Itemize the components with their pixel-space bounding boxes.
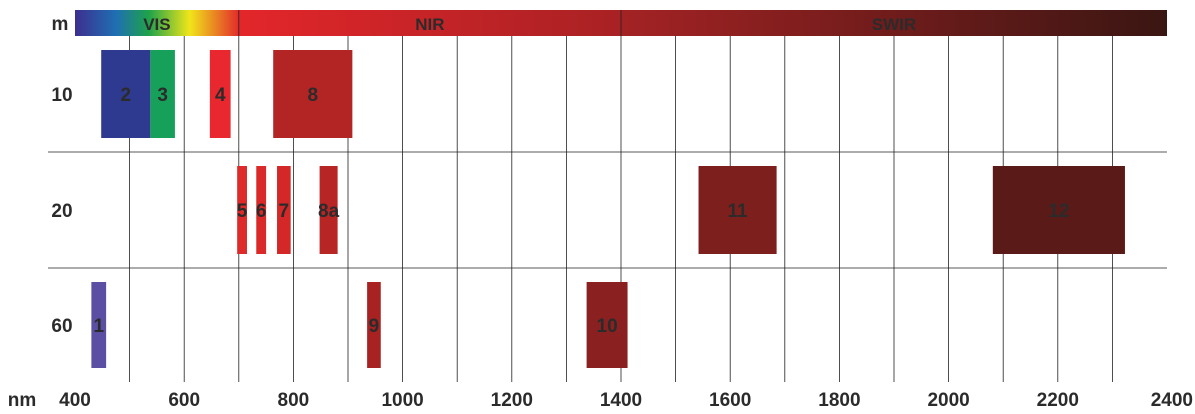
band-6-block bbox=[256, 166, 267, 254]
x-unit-label: nm bbox=[8, 390, 37, 411]
band-5-label: 5 bbox=[237, 201, 248, 222]
x-tick-label: 1400 bbox=[600, 390, 642, 411]
band-5-block bbox=[237, 166, 247, 254]
band-12-block bbox=[992, 166, 1125, 254]
y-tick-label: 20 bbox=[51, 201, 72, 222]
region-label-vis: VIS bbox=[143, 15, 170, 34]
band-11-label: 11 bbox=[728, 201, 749, 222]
band-8a-block bbox=[319, 166, 338, 254]
band-11-block bbox=[698, 166, 777, 254]
band-4-block bbox=[209, 50, 231, 138]
x-tick-label: 1200 bbox=[491, 390, 533, 411]
x-tick-label: 800 bbox=[278, 390, 310, 411]
x-tick-label: 2000 bbox=[927, 390, 969, 411]
band-10-label: 10 bbox=[597, 316, 618, 337]
band-3-label: 3 bbox=[157, 85, 168, 106]
x-tick-label: 400 bbox=[59, 390, 91, 411]
band-2-label: 2 bbox=[120, 85, 131, 106]
x-tick-label: 600 bbox=[168, 390, 200, 411]
band-4-label: 4 bbox=[215, 85, 226, 106]
y-tick-label: 60 bbox=[51, 316, 72, 337]
band-3-block bbox=[150, 50, 175, 138]
band-1-label: 1 bbox=[93, 316, 104, 337]
band-10-block bbox=[586, 282, 628, 368]
y-unit-label: m bbox=[52, 14, 69, 35]
band-8-block bbox=[273, 50, 353, 138]
band-7-label: 7 bbox=[279, 201, 290, 222]
band-8a-label: 8a bbox=[318, 201, 340, 222]
region-band-nir bbox=[238, 10, 622, 36]
x-tick-label: 2400 bbox=[1151, 390, 1193, 411]
x-tick-label: 1800 bbox=[818, 390, 860, 411]
band-7-block bbox=[277, 166, 291, 254]
region-band-vis bbox=[75, 10, 239, 36]
x-tick-label: 1600 bbox=[709, 390, 751, 411]
x-tick-label: 2200 bbox=[1037, 390, 1079, 411]
spectral-region-bar: VIS NIR SWIR bbox=[75, 10, 1167, 36]
region-label-swir: SWIR bbox=[872, 15, 916, 34]
band-8-label: 8 bbox=[307, 85, 318, 106]
x-tick-label: 1000 bbox=[381, 390, 423, 411]
band-1-block bbox=[91, 282, 107, 368]
band-9-block bbox=[367, 282, 381, 368]
y-tick-label: 10 bbox=[51, 85, 72, 106]
region-band-swir bbox=[621, 10, 1167, 36]
axis-labels: m 10 20 60 nm 400 600 800 1000 1200 1400 1600 1800 20… bbox=[8, 14, 1193, 411]
band-6-label: 6 bbox=[256, 201, 267, 222]
band-12-label: 12 bbox=[1048, 201, 1069, 222]
band-9-label: 9 bbox=[369, 316, 380, 337]
band-2-block bbox=[101, 50, 151, 138]
region-label-nir: NIR bbox=[415, 15, 444, 34]
